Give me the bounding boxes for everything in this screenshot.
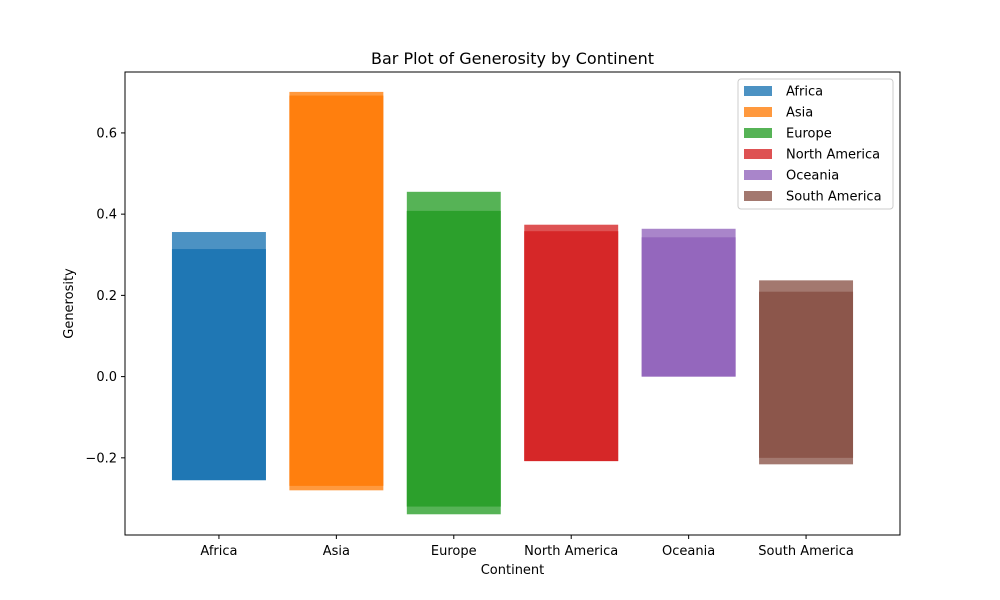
legend-swatch — [744, 149, 772, 159]
plot-frame — [124, 71, 901, 536]
legend-swatch — [744, 128, 772, 138]
bar-inner-asia — [289, 95, 384, 486]
y-tick-label: 0.6 — [96, 126, 117, 141]
x-tick-label: Europe — [431, 544, 477, 559]
legend-swatch — [744, 107, 772, 117]
x-tick-label: North America — [524, 544, 618, 559]
x-tick-label: Africa — [200, 544, 237, 559]
x-axis: Africa Asia Europe North America Oceania Sout… — [200, 535, 854, 559]
chart-title: Bar Plot of Generosity by Continent — [371, 49, 654, 68]
legend-swatch — [744, 86, 772, 96]
legend-swatch — [744, 191, 772, 201]
x-tick-label: South America — [758, 544, 854, 559]
y-tick-label: 0.0 — [96, 370, 117, 385]
legend: Africa Asia Europe North America Oceania Sout… — [737, 78, 894, 210]
y-axis: −0.2 0.0 0.2 0.4 0.6 — [85, 126, 125, 466]
legend-label: Asia — [786, 106, 813, 121]
legend-swatch — [744, 170, 772, 180]
x-tick-label: Oceania — [662, 544, 715, 559]
y-tick-label: 0.4 — [96, 208, 117, 223]
legend-label: South America — [786, 190, 882, 205]
legend-label: Africa — [786, 85, 823, 100]
bar-inner-south-america — [759, 291, 854, 458]
bar-inner-africa — [171, 249, 266, 481]
x-tick-label: Asia — [323, 544, 350, 559]
legend-frame — [737, 78, 894, 210]
y-axis-title: Generosity — [62, 268, 77, 339]
y-tick-label: −0.2 — [85, 451, 117, 466]
x-axis-title: Continent — [481, 563, 545, 578]
legend-entries: Africa Asia Europe North America Oceania Sout… — [744, 85, 882, 205]
bars-layer — [171, 91, 854, 515]
legend-label: Europe — [786, 127, 832, 142]
legend-label: Oceania — [786, 169, 839, 184]
bar-inner-oceania — [641, 237, 736, 377]
legend-label: North America — [786, 148, 880, 163]
bar-inner-north-america — [524, 231, 619, 462]
y-tick-label: 0.2 — [96, 289, 117, 304]
bar-inner-europe — [406, 210, 501, 507]
